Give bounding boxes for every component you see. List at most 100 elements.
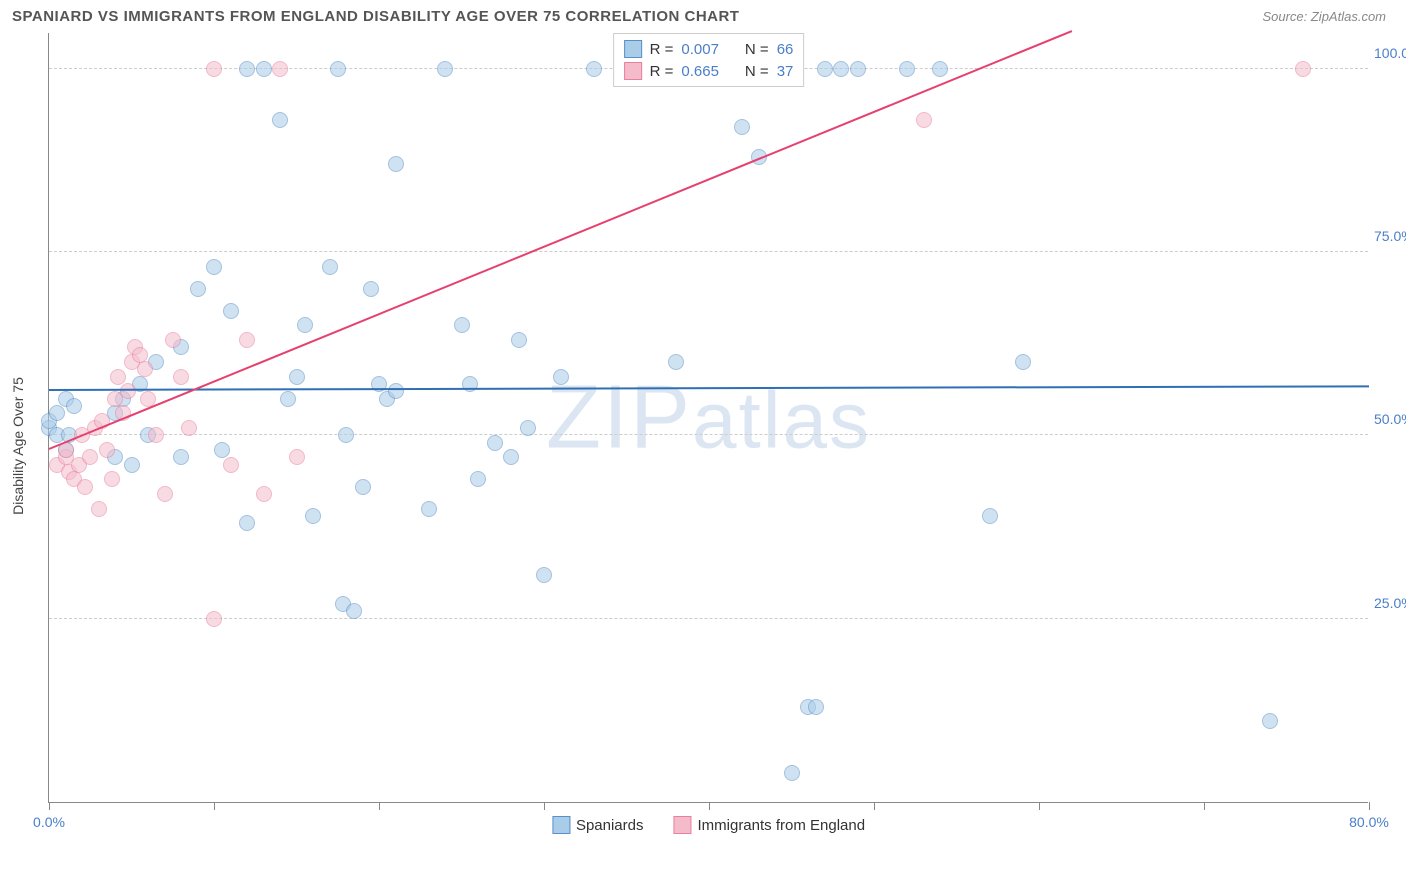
xtick — [214, 802, 215, 810]
data-point — [173, 369, 189, 385]
data-point — [132, 347, 148, 363]
title-bar: SPANIARD VS IMMIGRANTS FROM ENGLAND DISA… — [0, 0, 1406, 33]
data-point — [916, 112, 932, 128]
data-point — [110, 369, 126, 385]
data-point — [454, 317, 470, 333]
data-point — [668, 354, 684, 370]
n-label: N = — [745, 41, 769, 58]
data-point — [157, 486, 173, 502]
r-label: R = — [650, 41, 674, 58]
data-point — [982, 508, 998, 524]
data-point — [355, 479, 371, 495]
data-point — [239, 61, 255, 77]
data-point — [148, 427, 164, 443]
chart-title: SPANIARD VS IMMIGRANTS FROM ENGLAND DISA… — [12, 8, 739, 25]
gridline-h — [49, 618, 1368, 619]
data-point — [206, 61, 222, 77]
data-point — [511, 332, 527, 348]
legend-series: Spaniards Immigrants from England — [552, 816, 865, 834]
source-label: Source: ZipAtlas.com — [1262, 9, 1386, 24]
data-point — [346, 603, 362, 619]
data-point — [520, 420, 536, 436]
data-point — [66, 398, 82, 414]
legend-stats: R =0.007N =66R =0.665N =37 — [613, 33, 805, 87]
data-point — [363, 281, 379, 297]
data-point — [165, 332, 181, 348]
plot-wrap: ZIPatlas 25.0%50.0%75.0%100.0%0.0%80.0%R… — [48, 33, 1386, 803]
data-point — [536, 567, 552, 583]
xtick — [1039, 802, 1040, 810]
data-point — [77, 479, 93, 495]
data-point — [1295, 61, 1311, 77]
data-point — [214, 442, 230, 458]
data-point — [82, 449, 98, 465]
data-point — [734, 119, 750, 135]
legend-label: Immigrants from England — [697, 817, 865, 834]
xtick — [1204, 802, 1205, 810]
data-point — [338, 427, 354, 443]
xtick — [1369, 802, 1370, 810]
n-label: N = — [745, 63, 769, 80]
data-point — [808, 699, 824, 715]
ytick-label: 50.0% — [1374, 411, 1406, 427]
data-point — [239, 332, 255, 348]
data-point — [553, 369, 569, 385]
n-value: 37 — [777, 63, 794, 80]
data-point — [503, 449, 519, 465]
watermark: ZIPatlas — [546, 366, 871, 469]
data-point — [99, 442, 115, 458]
xtick — [874, 802, 875, 810]
data-point — [280, 391, 296, 407]
legend-swatch — [673, 816, 691, 834]
legend-stats-row: R =0.007N =66 — [624, 38, 794, 60]
data-point — [297, 317, 313, 333]
legend-item: Spaniards — [552, 816, 644, 834]
data-point — [289, 369, 305, 385]
legend-item: Immigrants from England — [673, 816, 865, 834]
ytick-label: 100.0% — [1374, 45, 1406, 61]
data-point — [1015, 354, 1031, 370]
data-point — [932, 61, 948, 77]
data-point — [272, 61, 288, 77]
data-point — [190, 281, 206, 297]
data-point — [850, 61, 866, 77]
r-label: R = — [650, 63, 674, 80]
data-point — [206, 259, 222, 275]
data-point — [272, 112, 288, 128]
data-point — [120, 383, 136, 399]
gridline-h — [49, 434, 1368, 435]
xtick-label: 80.0% — [1349, 814, 1389, 830]
data-point — [388, 156, 404, 172]
data-point — [223, 457, 239, 473]
xtick-label: 0.0% — [33, 814, 65, 830]
legend-label: Spaniards — [576, 817, 644, 834]
data-point — [305, 508, 321, 524]
data-point — [104, 471, 120, 487]
scatter-plot: ZIPatlas 25.0%50.0%75.0%100.0%0.0%80.0%R… — [48, 33, 1368, 803]
data-point — [421, 501, 437, 517]
data-point — [223, 303, 239, 319]
data-point — [256, 486, 272, 502]
data-point — [239, 515, 255, 531]
data-point — [256, 61, 272, 77]
data-point — [322, 259, 338, 275]
data-point — [470, 471, 486, 487]
data-point — [330, 61, 346, 77]
data-point — [124, 457, 140, 473]
data-point — [206, 611, 222, 627]
legend-swatch — [624, 62, 642, 80]
data-point — [91, 501, 107, 517]
data-point — [437, 61, 453, 77]
r-value: 0.007 — [681, 41, 719, 58]
trendline — [49, 386, 1369, 392]
data-point — [289, 449, 305, 465]
data-point — [1262, 713, 1278, 729]
r-value: 0.665 — [681, 63, 719, 80]
data-point — [487, 435, 503, 451]
xtick — [49, 802, 50, 810]
data-point — [181, 420, 197, 436]
data-point — [137, 361, 153, 377]
xtick — [709, 802, 710, 810]
data-point — [817, 61, 833, 77]
data-point — [173, 449, 189, 465]
